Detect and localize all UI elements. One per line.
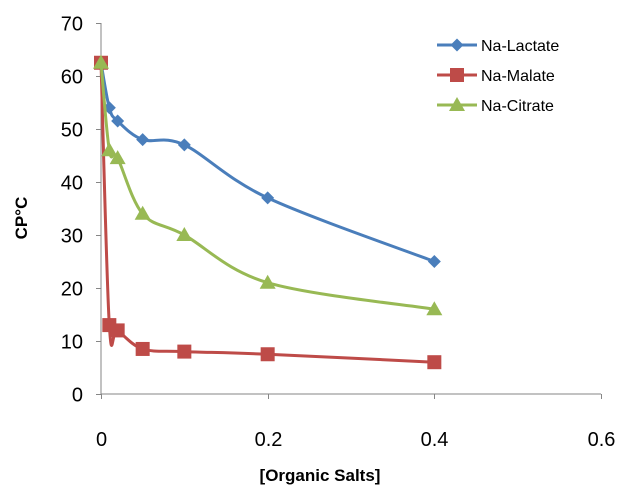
data-point-na-lactate [136, 133, 150, 147]
legend-label: Na-Citrate [481, 98, 554, 115]
series-line-na-malate [99, 61, 436, 364]
legend-item-na-lactate: Na-Lactate [437, 38, 559, 55]
legend-label: Na-Malate [481, 68, 555, 85]
series-line-na-citrate [99, 61, 436, 311]
data-point-na-lactate [111, 114, 125, 128]
y-tick-label: 70 [61, 14, 83, 36]
series-na-lactate [94, 56, 441, 268]
data-point-na-citrate [101, 142, 118, 157]
data-point-na-citrate [176, 227, 193, 241]
data-point-na-citrate [93, 54, 109, 69]
y-tick-label: 50 [61, 120, 83, 142]
legend-label: Na-Lactate [481, 38, 559, 55]
x-tick-label: 0.6 [588, 429, 616, 451]
y-tick-label: 60 [61, 67, 83, 89]
y-tick-label: 0 [72, 385, 83, 407]
legend-item-na-malate: Na-Malate [437, 68, 555, 85]
data-point-na-citrate [134, 205, 151, 220]
series-line-na-lactate [99, 61, 436, 263]
x-tick-label: 0 [96, 429, 107, 451]
data-point-na-lactate [261, 191, 275, 205]
data-point-na-malate [427, 355, 442, 370]
data-point-na-citrate [426, 301, 443, 316]
legend-item-na-citrate: Na-Citrate [437, 97, 554, 115]
y-tick-label: 10 [61, 332, 83, 354]
data-point-na-malate [177, 344, 192, 359]
y-tick-label: 30 [61, 226, 83, 248]
data-point-na-malate [135, 341, 150, 356]
data-point-na-malate [110, 323, 125, 338]
series-layer [93, 54, 443, 370]
legend: Na-Lactate Na-Malate Na-Citrate [437, 38, 559, 115]
axes: 0 10 20 30 40 50 60 70 0 0.2 0.4 0.6 [61, 14, 616, 452]
y-tick-label: 20 [61, 279, 83, 301]
x-axis-title: [Organic Salts] [260, 466, 381, 485]
y-axis-title: CP°C [12, 197, 31, 240]
legend-swatch-marker [450, 38, 464, 52]
data-point-na-lactate [177, 138, 191, 152]
data-point-na-lactate [427, 255, 441, 268]
x-tick-label: 0.2 [255, 429, 283, 451]
y-tick-label: 40 [61, 173, 83, 195]
data-point-na-malate [260, 347, 275, 362]
x-tick-label: 0.4 [421, 429, 449, 451]
data-point-na-citrate [259, 274, 276, 289]
legend-swatch-marker [450, 68, 464, 82]
legend-swatch-marker [449, 97, 465, 111]
data-point-na-citrate [109, 150, 126, 165]
series-na-citrate [93, 54, 443, 316]
